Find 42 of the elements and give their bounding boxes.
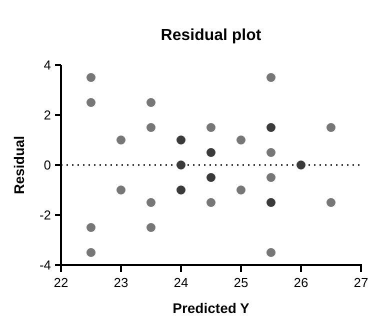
point (236, 186, 246, 194)
y-tick-label: -2 (39, 208, 51, 223)
point (266, 173, 276, 182)
point (86, 248, 96, 257)
point (296, 160, 306, 170)
point (236, 136, 246, 144)
point (86, 73, 96, 82)
point (116, 136, 126, 144)
point (146, 98, 156, 107)
point (146, 198, 156, 207)
point (206, 173, 216, 182)
x-tick-label: 23 (114, 275, 128, 290)
point (206, 148, 216, 157)
point (266, 123, 276, 132)
point (176, 186, 186, 194)
point (206, 198, 216, 207)
y-axis-title: Residual (11, 136, 27, 194)
point (326, 198, 336, 207)
point (206, 123, 216, 132)
point (266, 248, 276, 257)
point (266, 73, 276, 82)
y-tick-label: 2 (44, 108, 51, 123)
point (326, 123, 336, 132)
x-tick-label: 26 (294, 275, 308, 290)
point (176, 136, 186, 144)
x-tick-label: 22 (54, 275, 68, 290)
point (146, 123, 156, 132)
point (86, 223, 96, 232)
point (176, 160, 186, 170)
y-tick-label: 4 (44, 58, 51, 73)
point (86, 98, 96, 107)
point (266, 148, 276, 157)
y-tick-label: -4 (39, 258, 51, 273)
y-tick-label: 0 (44, 158, 51, 173)
x-tick-label: 24 (174, 275, 188, 290)
x-axis-title: Predicted Y (172, 300, 250, 316)
x-tick-label: 25 (234, 275, 248, 290)
point (266, 198, 276, 207)
x-tick-label: 27 (354, 275, 368, 290)
point (146, 223, 156, 232)
point (116, 186, 126, 194)
chart-title: Residual plot (160, 27, 262, 44)
